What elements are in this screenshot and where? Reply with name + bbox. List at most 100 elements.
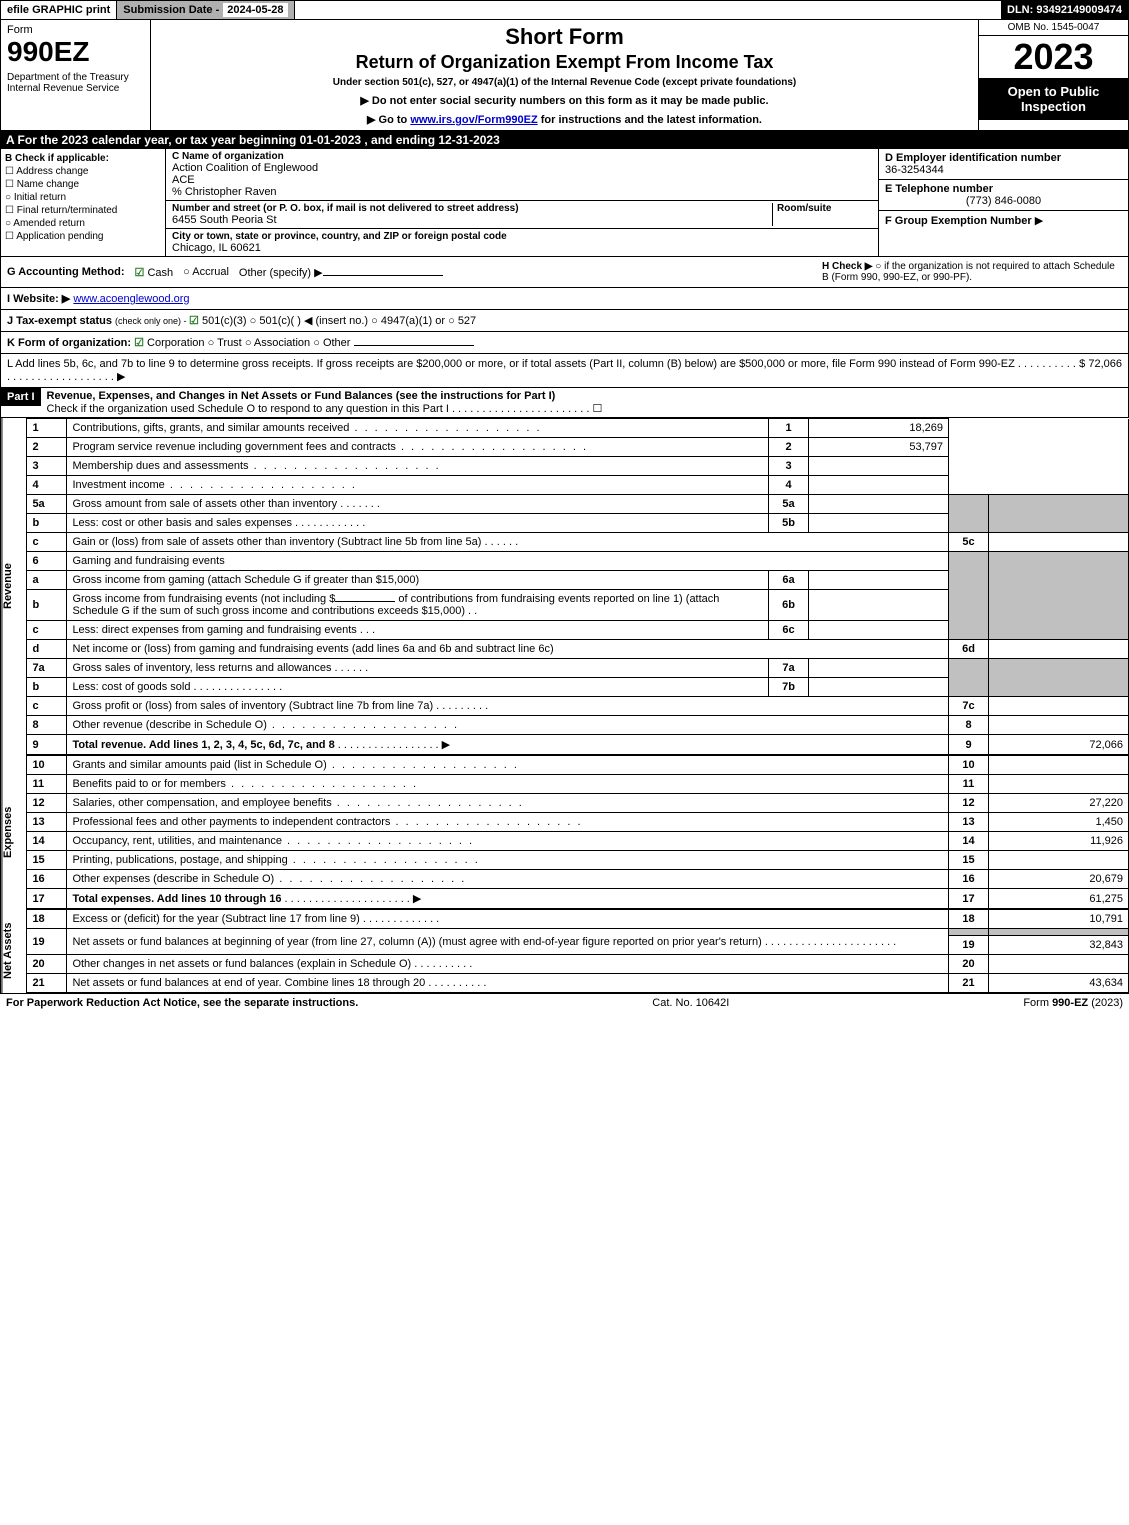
line-text: Investment income <box>67 476 769 495</box>
sub-ref: 7a <box>769 659 809 678</box>
line-ref: 2 <box>769 438 809 457</box>
expenses-section: Expenses 10Grants and similar amounts pa… <box>0 755 1129 909</box>
j-hint: (check only one) - <box>115 316 189 326</box>
form-number: 990EZ <box>7 36 144 68</box>
sub-value <box>809 621 949 640</box>
line-text: Net income or (loss) from gaming and fun… <box>67 640 949 659</box>
i-row: I Website: ▶ www.acoenglewood.org <box>0 288 1129 310</box>
sub-value <box>809 659 949 678</box>
k-other-checkbox[interactable]: Other <box>313 337 350 349</box>
ein-value: 36-3254344 <box>885 164 1122 176</box>
line-value: 43,634 <box>989 974 1129 993</box>
revenue-section: Revenue 1Contributions, gifts, grants, a… <box>0 418 1129 755</box>
top-bar: efile GRAPHIC print Submission Date - 20… <box>0 0 1129 20</box>
line-value: 53,797 <box>809 438 949 457</box>
instructions-link-row: ▶ Go to www.irs.gov/Form990EZ for instru… <box>155 113 974 126</box>
info-block: B Check if applicable: Address change Na… <box>0 149 1129 257</box>
col-d: D Employer identification number 36-3254… <box>878 149 1128 256</box>
line-value: 18,269 <box>809 419 949 438</box>
h-checkbox[interactable] <box>875 261 884 272</box>
line-ref: 14 <box>949 832 989 851</box>
k-assoc-checkbox[interactable]: Association <box>245 337 310 349</box>
header-center: Short Form Return of Organization Exempt… <box>151 20 978 130</box>
ein-label: D Employer identification number <box>885 152 1122 164</box>
accounting-accrual-checkbox[interactable]: Accrual <box>183 266 229 278</box>
part-i-label: Part I <box>1 388 41 406</box>
line-text: Contributions, gifts, grants, and simila… <box>67 419 769 438</box>
line-text: Salaries, other compensation, and employ… <box>67 794 949 813</box>
omb-number: OMB No. 1545-0047 <box>979 20 1128 36</box>
line-value <box>989 640 1129 659</box>
line-text: Other changes in net assets or fund bala… <box>67 955 949 974</box>
net-assets-sidebar: Net Assets <box>1 909 26 993</box>
check-amended-return[interactable]: Amended return <box>5 218 161 229</box>
accounting-other[interactable]: Other (specify) ▶ <box>239 266 443 279</box>
footer-right: Form 990-EZ (2023) <box>1023 997 1123 1009</box>
j-4947-checkbox[interactable]: 4947(a)(1) or <box>371 315 445 327</box>
title-short-form: Short Form <box>155 24 974 50</box>
street-address: 6455 South Peoria St <box>172 214 772 226</box>
line-num: 11 <box>27 775 67 794</box>
check-final-return[interactable]: Final return/terminated <box>5 205 161 216</box>
website-link[interactable]: www.acoenglewood.org <box>73 293 189 305</box>
line-ref: 12 <box>949 794 989 813</box>
org-name: Action Coalition of Englewood ACE <box>172 162 872 186</box>
submission-date-value: 2024-05-28 <box>223 3 287 17</box>
g-label: G Accounting Method: <box>7 266 125 278</box>
line-num: 3 <box>27 457 67 476</box>
line-num: 9 <box>27 735 67 755</box>
sub-ref: 7b <box>769 678 809 697</box>
k-label: K Form of organization: <box>7 337 131 349</box>
check-application-pending[interactable]: Application pending <box>5 231 161 242</box>
line-text: Net assets or fund balances at end of ye… <box>67 974 949 993</box>
accounting-cash-checkbox[interactable]: Cash <box>135 266 174 279</box>
revenue-sidebar: Revenue <box>1 418 26 755</box>
line-ref: 17 <box>949 889 989 909</box>
line-text: Occupancy, rent, utilities, and maintena… <box>67 832 949 851</box>
line-num: 7a <box>27 659 67 678</box>
line-text: Other revenue (describe in Schedule O) <box>67 716 949 735</box>
instr-prefix: Go to <box>379 114 411 126</box>
line-num: 19 <box>27 929 67 955</box>
j-501c-checkbox[interactable]: 501(c)( ) ◀ (insert no.) <box>250 315 368 327</box>
line-num: 5a <box>27 495 67 514</box>
line-num: c <box>27 621 67 640</box>
dln: DLN: 93492149009474 <box>1001 1 1128 19</box>
irs-link[interactable]: www.irs.gov/Form990EZ <box>410 114 537 126</box>
k-trust-checkbox[interactable]: Trust <box>208 337 242 349</box>
street-label: Number and street (or P. O. box, if mail… <box>172 203 772 214</box>
sub-value <box>809 495 949 514</box>
line-num: 8 <box>27 716 67 735</box>
line-num: 10 <box>27 756 67 775</box>
line-num: 2 <box>27 438 67 457</box>
footer: For Paperwork Reduction Act Notice, see … <box>0 993 1129 1012</box>
check-address-change[interactable]: Address change <box>5 166 161 177</box>
line-ref: 8 <box>949 716 989 735</box>
j-501c3-checkbox[interactable]: 501(c)(3) <box>189 315 247 327</box>
check-initial-return[interactable]: Initial return <box>5 192 161 203</box>
city-label: City or town, state or province, country… <box>172 231 872 242</box>
line-num: 21 <box>27 974 67 993</box>
check-name-change[interactable]: Name change <box>5 179 161 190</box>
website-label: I Website: ▶ <box>7 293 70 305</box>
line-num: b <box>27 678 67 697</box>
line-value <box>989 851 1129 870</box>
part-i-schedule-o-checkbox[interactable] <box>593 403 603 415</box>
l-value: $ 72,066 <box>1079 358 1122 383</box>
form-label: Form <box>7 24 144 36</box>
col-c: C Name of organization Action Coalition … <box>166 149 878 256</box>
k-corp-checkbox[interactable]: Corporation <box>134 337 204 349</box>
j-527-checkbox[interactable]: 527 <box>448 315 476 327</box>
line-num: b <box>27 514 67 533</box>
efile-link[interactable]: efile GRAPHIC print <box>1 1 117 19</box>
sub-ref: 6a <box>769 571 809 590</box>
line-value <box>809 476 949 495</box>
j-row: J Tax-exempt status (check only one) - 5… <box>0 310 1129 332</box>
footer-left: For Paperwork Reduction Act Notice, see … <box>6 997 358 1009</box>
line-value <box>989 533 1129 552</box>
col-b: B Check if applicable: Address change Na… <box>1 149 166 256</box>
line-value: 1,450 <box>989 813 1129 832</box>
part-i-header-row: Part I Revenue, Expenses, and Changes in… <box>0 388 1129 418</box>
line-text: Total expenses. Add lines 10 through 16 … <box>67 889 949 909</box>
room-label: Room/suite <box>777 203 872 214</box>
